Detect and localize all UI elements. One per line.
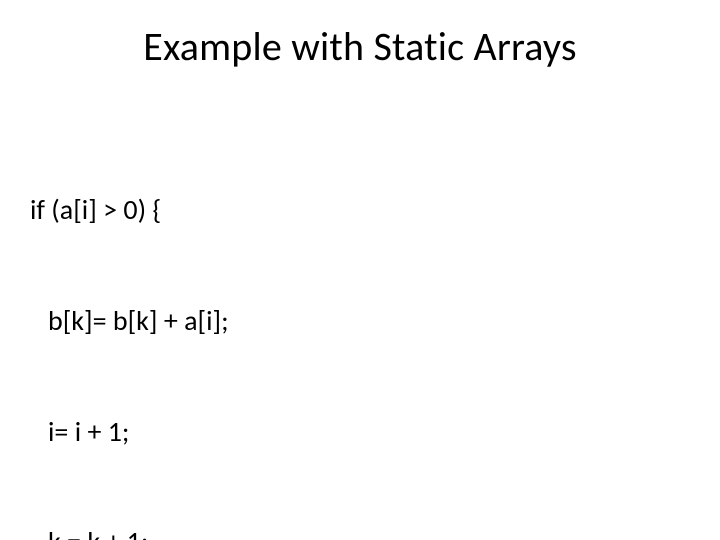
slide-title: Example with Static Arrays	[0, 22, 720, 71]
code-line: i= i + 1;	[30, 414, 235, 451]
code-line: if (a[i] > 0) {	[30, 192, 235, 229]
slide: Example with Static Arrays if (a[i] > 0)…	[0, 0, 720, 540]
code-block: if (a[i] > 0) { b[k]= b[k] + a[i]; i= i …	[30, 118, 235, 540]
code-line: b[k]= b[k] + a[i];	[30, 303, 235, 340]
code-line: k = k + 1;	[30, 524, 235, 540]
